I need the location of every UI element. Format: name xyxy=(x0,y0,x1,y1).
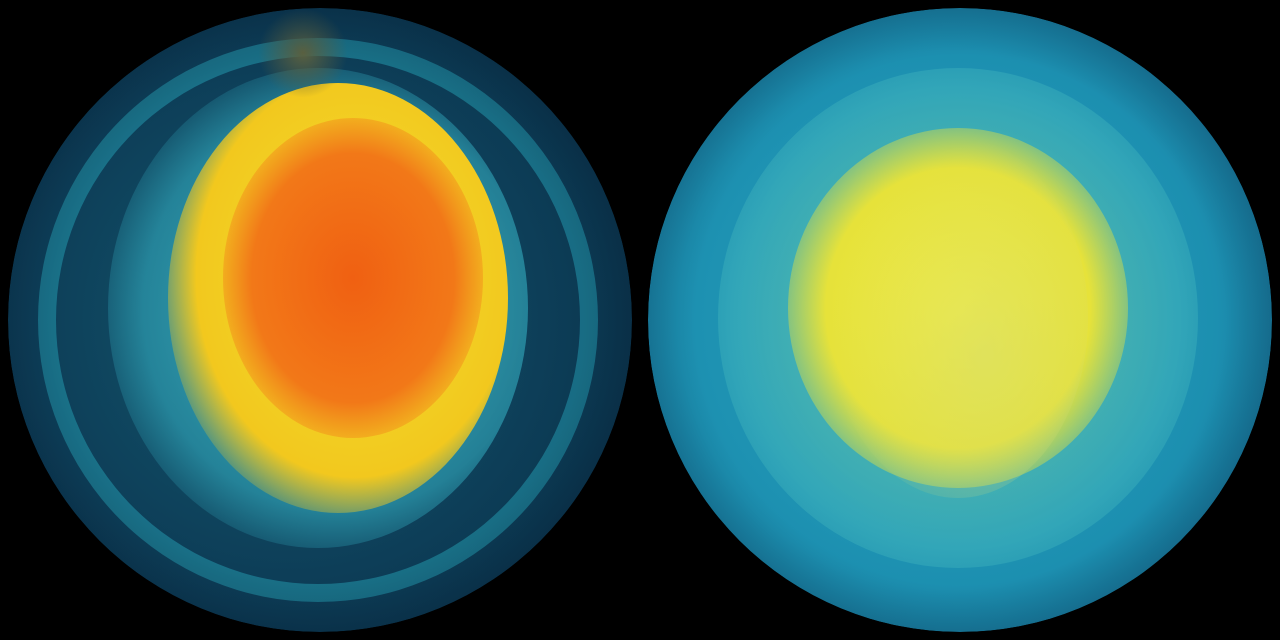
left-globe-visualization xyxy=(8,8,632,632)
limb-shading xyxy=(8,8,632,632)
limb-shading xyxy=(648,8,1272,632)
right-globe-visualization xyxy=(648,8,1272,632)
